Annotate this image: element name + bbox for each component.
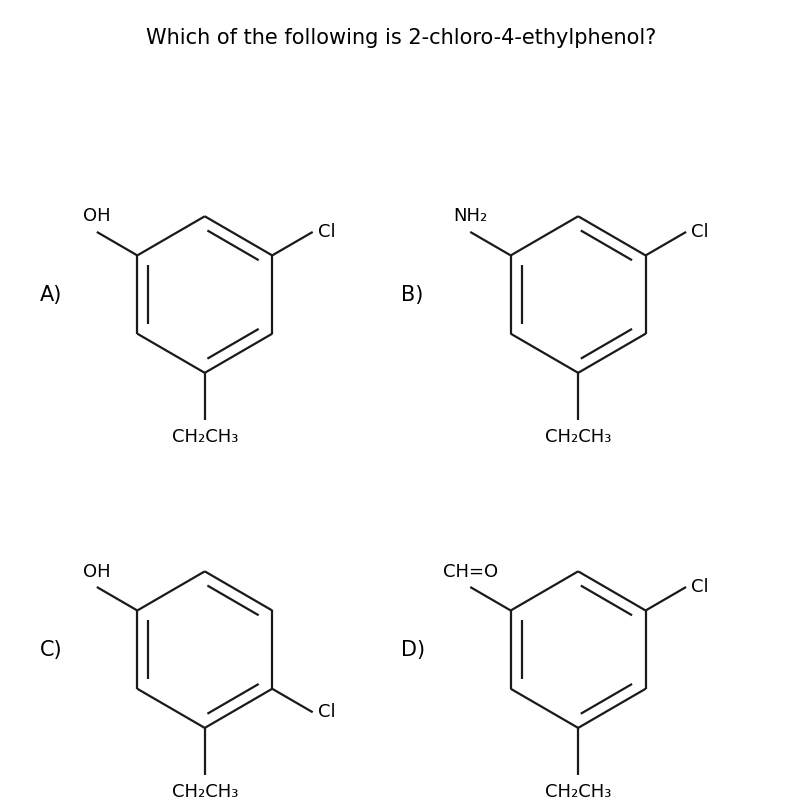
Text: C): C) bbox=[40, 640, 63, 659]
Text: CH₂CH₃: CH₂CH₃ bbox=[172, 428, 237, 446]
Text: CH=O: CH=O bbox=[442, 562, 497, 580]
Text: CH₂CH₃: CH₂CH₃ bbox=[172, 783, 237, 801]
Text: Which of the following is 2-chloro-4-ethylphenol?: Which of the following is 2-chloro-4-eth… bbox=[146, 28, 656, 48]
Text: Cl: Cl bbox=[317, 223, 334, 241]
Text: Cl: Cl bbox=[317, 703, 334, 721]
Text: CH₂CH₃: CH₂CH₃ bbox=[545, 783, 610, 801]
Text: CH₂CH₃: CH₂CH₃ bbox=[545, 428, 610, 446]
Text: OH: OH bbox=[83, 562, 111, 580]
Text: OH: OH bbox=[83, 207, 111, 225]
Text: A): A) bbox=[40, 285, 63, 304]
Text: NH₂: NH₂ bbox=[452, 207, 487, 225]
Text: Cl: Cl bbox=[690, 578, 707, 596]
Text: D): D) bbox=[401, 640, 425, 659]
Text: Cl: Cl bbox=[690, 223, 707, 241]
Text: B): B) bbox=[401, 285, 423, 304]
